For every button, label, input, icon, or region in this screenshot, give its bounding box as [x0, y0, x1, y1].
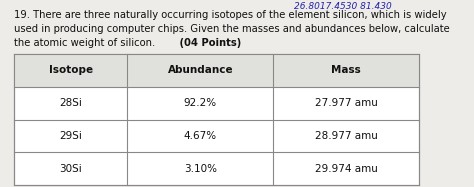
Text: 19. There are three naturally occurring isotopes of the element silicon, which i: 19. There are three naturally occurring … [14, 10, 447, 20]
Text: 27.977 amu: 27.977 amu [315, 98, 377, 108]
Text: 28.977 amu: 28.977 amu [315, 131, 377, 141]
Bar [14, 54, 419, 185]
Text: the atomic weight of silicon.: the atomic weight of silicon. [14, 38, 155, 48]
Text: 29Si: 29Si [59, 131, 82, 141]
Text: Abundance: Abundance [167, 65, 233, 75]
Text: 28Si: 28Si [59, 98, 82, 108]
Text: 3.10%: 3.10% [184, 164, 217, 174]
Text: 30Si: 30Si [59, 164, 82, 174]
Text: Isotope: Isotope [49, 65, 93, 75]
Text: 29.974 amu: 29.974 amu [315, 164, 377, 174]
Text: Mass: Mass [331, 65, 361, 75]
Text: 92.2%: 92.2% [184, 98, 217, 108]
Bar [14, 54, 419, 87]
Text: 26.8017.4530 81.430: 26.8017.4530 81.430 [294, 2, 392, 11]
Text: used in producing computer chips. Given the masses and abundances below, calcula: used in producing computer chips. Given … [14, 24, 450, 34]
Text: (04 Points): (04 Points) [169, 38, 241, 48]
Text: 4.67%: 4.67% [184, 131, 217, 141]
